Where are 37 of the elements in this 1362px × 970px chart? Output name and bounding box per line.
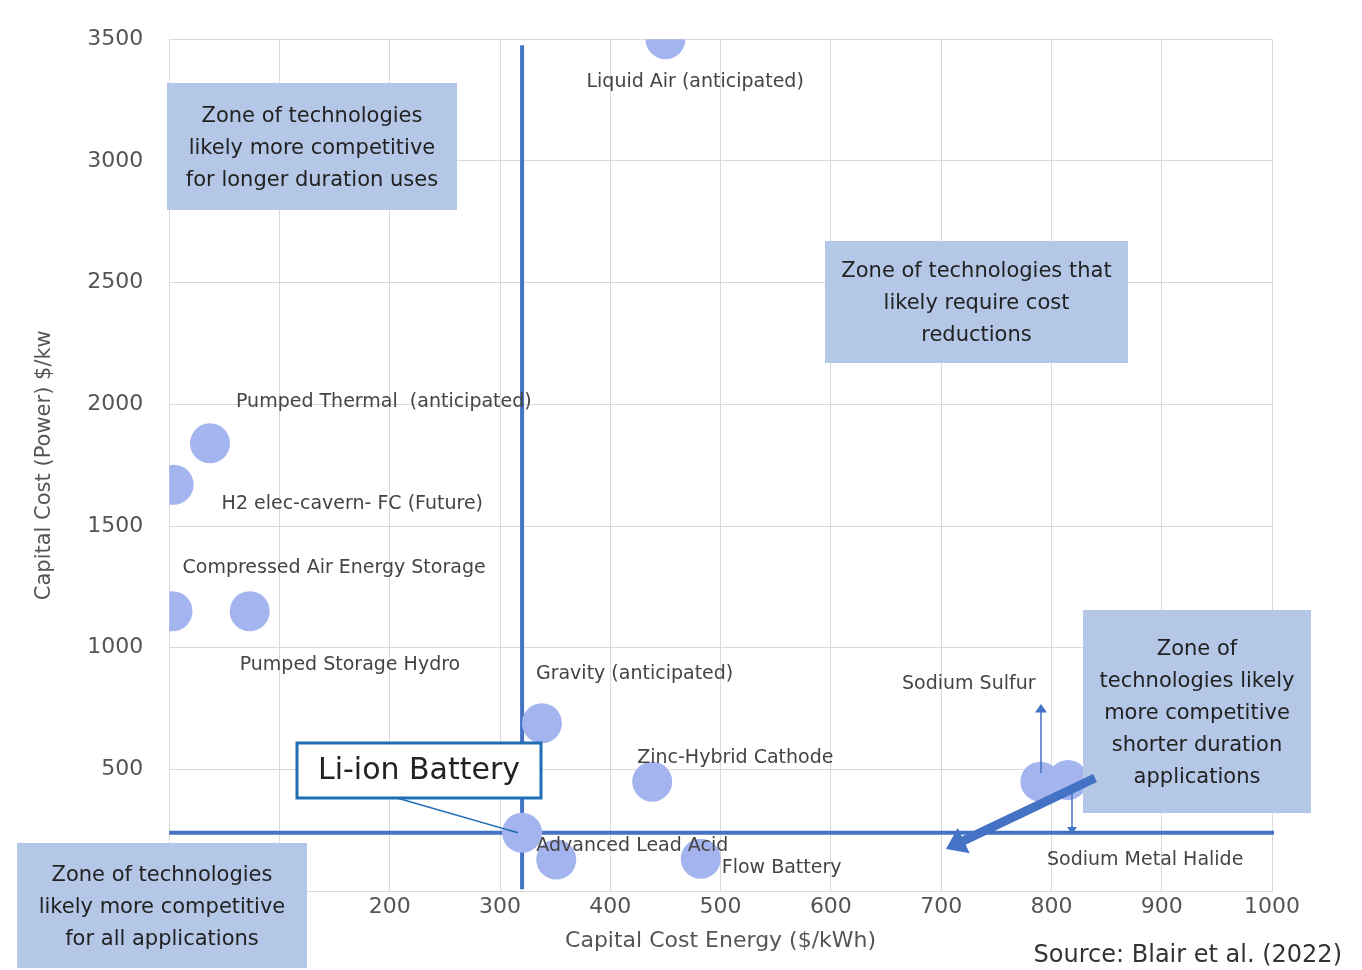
annotation: Pumped Storage Hydro: [239, 652, 461, 675]
annotation: Li-ion Battery: [317, 751, 521, 787]
annotation: Advanced Lead Acid: [536, 833, 729, 856]
annotation: Compressed Air Energy Storage: [182, 555, 486, 578]
note-box: Zone of technologies likely more competitive shorter duration applications: [1083, 610, 1311, 813]
x-tick-label: 300: [479, 893, 522, 919]
x-tick-label: 600: [809, 893, 852, 919]
note-box: Zone of technologies likely more competitive for all applications: [17, 843, 307, 968]
x-tick-label: 900: [1140, 893, 1183, 919]
annotation: Gravity (anticipated): [535, 661, 734, 684]
source-note: Source: Blair et al. (2022): [1033, 940, 1342, 968]
x-tick-label: 500: [699, 893, 742, 919]
x-axis-title: Capital Cost Energy ($/kWh): [565, 926, 877, 952]
x-tick-label: 1000: [1244, 893, 1300, 919]
y-tick-label: 2000: [87, 390, 144, 416]
annotation: H2 elec-cavern- FC (Future): [221, 490, 483, 513]
x-tick-label: 800: [1030, 893, 1073, 919]
y-tick-label: 2500: [87, 268, 144, 294]
note-box: Zone of technologies that likely require cost reductions: [825, 241, 1128, 363]
x-tick-label: 700: [920, 893, 963, 919]
x-tick-label: 400: [589, 893, 632, 919]
annotation: Liquid Air (anticipated): [586, 69, 804, 92]
annotation: Sodium Metal Halide: [1047, 847, 1244, 869]
y-tick-label: 500: [101, 755, 144, 781]
annotation: Sodium Sulfur: [902, 671, 1036, 693]
point: [521, 703, 562, 744]
y-tick-label: 1000: [87, 633, 144, 659]
y-tick-label: 1500: [87, 511, 144, 537]
note-box: Zone of technologies likely more competitive for longer duration uses: [167, 83, 457, 210]
point: [189, 423, 230, 464]
annotation: Zinc-Hybrid Cathode: [637, 744, 834, 767]
annotation: Flow Battery: [721, 854, 842, 877]
point: [229, 591, 270, 632]
y-axis-title: Capital Cost (Power) $/kw: [31, 330, 56, 601]
y-tick-label: 3500: [87, 24, 144, 50]
x-tick-label: 200: [368, 893, 411, 919]
y-tick-label: 3000: [87, 146, 144, 172]
